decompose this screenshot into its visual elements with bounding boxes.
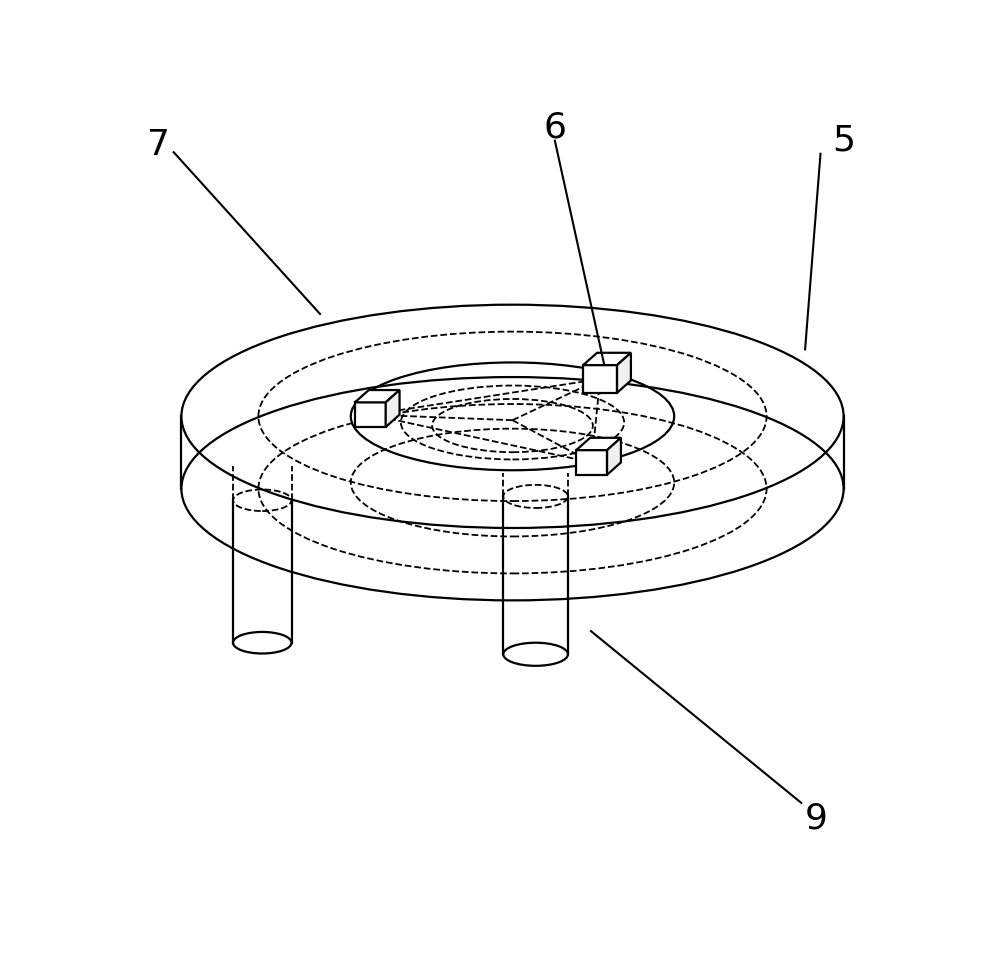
Polygon shape [355,402,386,427]
Polygon shape [583,366,617,393]
Text: 9: 9 [805,802,828,835]
Polygon shape [355,390,400,402]
Polygon shape [386,390,400,427]
Text: 7: 7 [147,128,170,161]
Polygon shape [576,450,607,475]
Text: 5: 5 [832,124,855,158]
Polygon shape [583,353,631,366]
Text: 6: 6 [543,110,566,145]
Polygon shape [607,438,621,475]
Polygon shape [617,353,631,393]
Polygon shape [576,438,621,450]
